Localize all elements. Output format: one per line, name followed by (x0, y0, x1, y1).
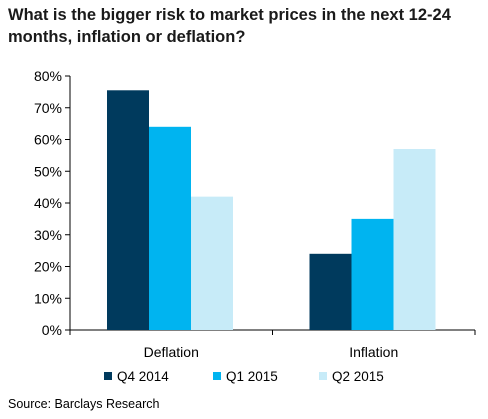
bar-inflation-q2-2015 (393, 149, 436, 330)
legend-label: Q2 2015 (332, 369, 384, 384)
source-note: Source: Barclays Research (8, 397, 160, 411)
legend-swatch (104, 372, 112, 380)
y-tick-label: 80% (34, 68, 62, 84)
bars (107, 90, 436, 330)
bar-inflation-q4-2014 (309, 253, 352, 330)
bar-inflation-q1-2015 (351, 218, 394, 330)
legend-label: Q4 2014 (117, 369, 169, 384)
legend-swatch (319, 372, 327, 380)
y-tick-label: 30% (34, 227, 62, 243)
y-tick-label: 0% (42, 322, 62, 338)
bar-deflation-q1-2015 (149, 126, 191, 330)
category-label: Deflation (144, 344, 199, 360)
category-label: Inflation (349, 344, 398, 360)
y-tick-label: 70% (34, 100, 62, 116)
legend-label: Q1 2015 (226, 369, 278, 384)
bar-deflation-q2-2015 (191, 196, 233, 330)
y-tick-labels: 0% 10% 20% 30% 40% 50% 60% 70% 80% (34, 68, 62, 338)
y-tick-label: 60% (34, 132, 62, 148)
bar-deflation-q4-2014 (107, 90, 149, 330)
y-tick-label: 20% (34, 259, 62, 275)
legend-swatch (213, 372, 221, 380)
legend: Q4 2014 Q1 2015 Q2 2015 (104, 369, 384, 384)
chart-title: What is the bigger risk to market prices… (8, 6, 451, 46)
y-tick-label: 10% (34, 290, 62, 306)
y-tick-label: 40% (34, 195, 62, 211)
category-labels: Deflation Inflation (144, 344, 399, 360)
y-tick-label: 50% (34, 163, 62, 179)
